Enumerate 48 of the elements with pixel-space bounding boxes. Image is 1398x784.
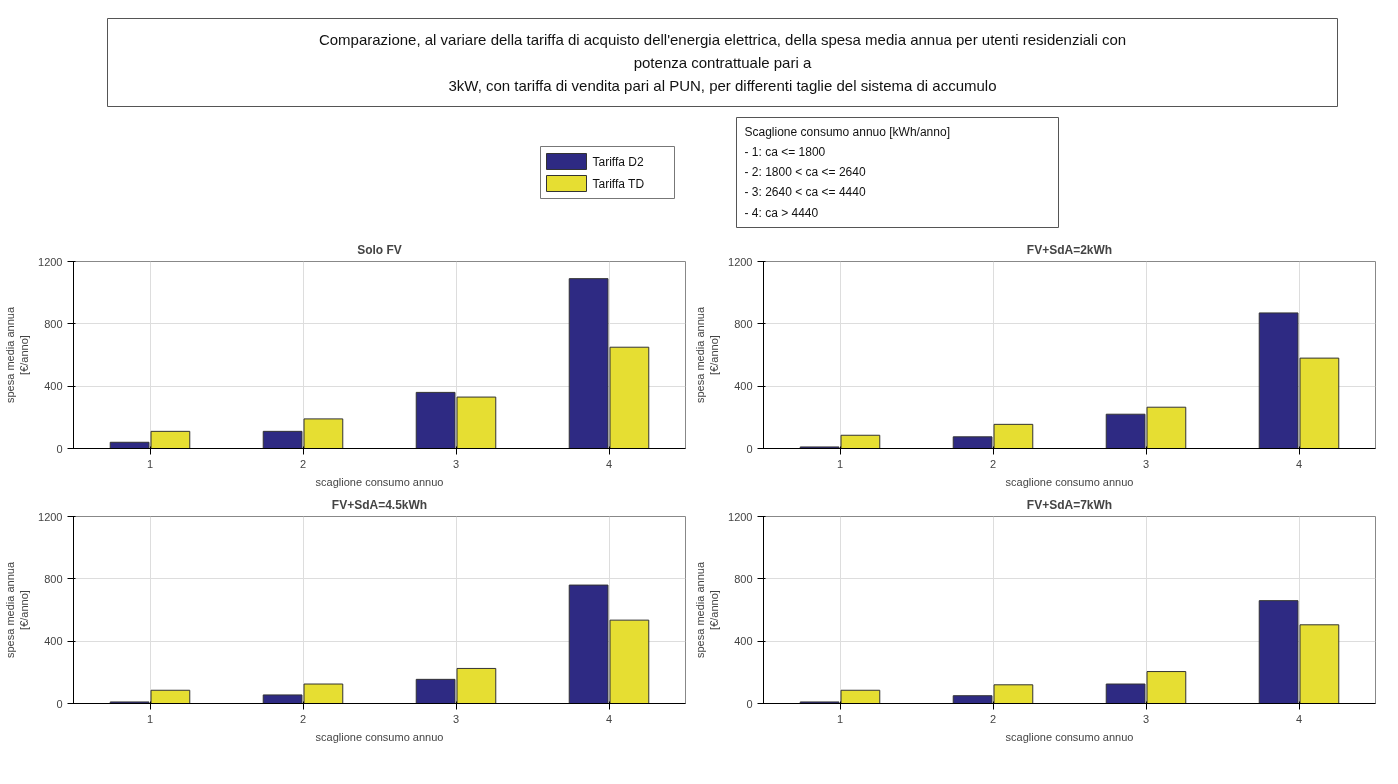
y-tick-label: 1200 <box>728 255 753 268</box>
x-tick-label: 1 <box>146 457 154 470</box>
y-tick-label: 800 <box>44 572 63 585</box>
x-tick-label: 2 <box>299 712 307 725</box>
x-tick-label: 1 <box>146 712 154 725</box>
chart-title: FV+SdA=4.5kWh <box>331 497 428 512</box>
legend-label: Tariffa TD <box>592 176 645 191</box>
text: Scaglione consumo annuo [kWh/anno] - 1: ca <= 1800 - 2: 1800 < ca <= 2640 - 3: 2640 < ca <= 4440 - 4: ca > 4440 <box>744 124 950 220</box>
chart-title: FV+SdA=7kWh <box>1026 497 1113 512</box>
x-tick-label: 2 <box>299 457 307 470</box>
x-axis-title: scaglione consumo annuo <box>1005 475 1134 488</box>
x-tick-label: 3 <box>1142 457 1150 470</box>
x-tick-label: 3 <box>452 712 460 725</box>
y-tick-label: 1200 <box>38 510 63 523</box>
x-tick-label: 4 <box>1295 457 1303 470</box>
x-tick-label: 3 <box>452 457 460 470</box>
y-axis-title: spesa media annua [€/anno] <box>3 306 31 404</box>
x-tick-label: 2 <box>989 457 997 470</box>
x-axis-title: scaglione consumo annuo <box>315 475 444 488</box>
text: Comparazione, al variare della tariffa di acquisto dell'energia elettrica, della spesa media annua per utenti residenziali con potenza contrattuale pari a 3kW, con tariffa di vendita pari al PUN, per differenti taglie del sistema di accumulo <box>318 31 1127 94</box>
x-tick-label: 4 <box>605 457 613 470</box>
y-tick-label: 800 <box>734 572 753 585</box>
chart-title: FV+SdA=2kWh <box>1026 242 1113 257</box>
y-tick-label: 0 <box>746 442 753 455</box>
y-tick-label: 1200 <box>728 510 753 523</box>
x-tick-label: 3 <box>1142 712 1150 725</box>
y-tick-label: 400 <box>734 380 753 393</box>
y-tick-label: 400 <box>44 380 63 393</box>
chart-title: Solo FV <box>357 242 402 257</box>
y-axis-title: spesa media annua [€/anno] <box>3 561 31 659</box>
y-tick-label: 400 <box>734 635 753 648</box>
y-tick-label: 800 <box>44 317 63 330</box>
legend-label: Tariffa D2 <box>592 154 644 169</box>
y-tick-label: 400 <box>44 635 63 648</box>
x-tick-label: 1 <box>836 457 844 470</box>
y-tick-label: 0 <box>56 697 63 710</box>
y-tick-label: 800 <box>734 317 753 330</box>
y-tick-label: 0 <box>56 442 63 455</box>
y-axis-title: spesa media annua [€/anno] <box>693 306 721 404</box>
y-axis-title: spesa media annua [€/anno] <box>693 561 721 659</box>
x-axis-title: scaglione consumo annuo <box>315 730 444 743</box>
x-tick-label: 4 <box>1295 712 1303 725</box>
x-axis-title: scaglione consumo annuo <box>1005 730 1134 743</box>
x-tick-label: 2 <box>989 712 997 725</box>
x-tick-label: 1 <box>836 712 844 725</box>
y-tick-label: 1200 <box>38 255 63 268</box>
x-tick-label: 4 <box>605 712 613 725</box>
y-tick-label: 0 <box>746 697 753 710</box>
